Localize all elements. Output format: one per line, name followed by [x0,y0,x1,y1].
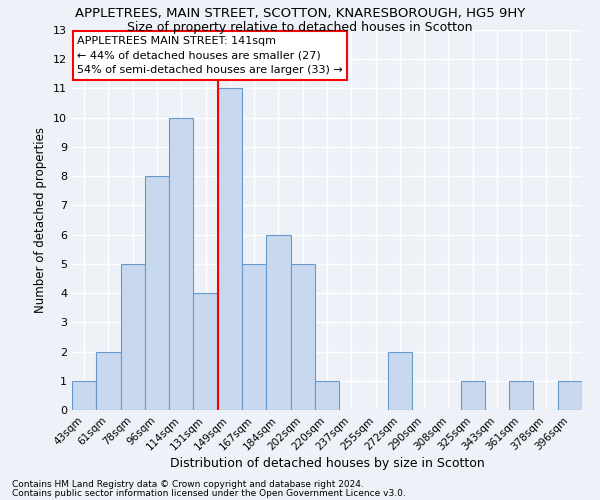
Bar [266,234,290,410]
X-axis label: Distribution of detached houses by size in Scotton: Distribution of detached houses by size … [170,458,484,470]
Bar [121,264,145,410]
Bar [558,381,582,410]
Bar [388,352,412,410]
Bar [72,381,96,410]
Bar [169,118,193,410]
Text: APPLETREES MAIN STREET: 141sqm
← 44% of detached houses are smaller (27)
54% of : APPLETREES MAIN STREET: 141sqm ← 44% of … [77,36,343,76]
Bar [145,176,169,410]
Bar [242,264,266,410]
Text: Contains HM Land Registry data © Crown copyright and database right 2024.: Contains HM Land Registry data © Crown c… [12,480,364,489]
Bar [315,381,339,410]
Y-axis label: Number of detached properties: Number of detached properties [34,127,47,313]
Text: Contains public sector information licensed under the Open Government Licence v3: Contains public sector information licen… [12,489,406,498]
Text: Size of property relative to detached houses in Scotton: Size of property relative to detached ho… [127,21,473,34]
Bar [218,88,242,410]
Text: APPLETREES, MAIN STREET, SCOTTON, KNARESBOROUGH, HG5 9HY: APPLETREES, MAIN STREET, SCOTTON, KNARES… [75,8,525,20]
Bar [461,381,485,410]
Bar [509,381,533,410]
Bar [96,352,121,410]
Bar [193,293,218,410]
Bar [290,264,315,410]
